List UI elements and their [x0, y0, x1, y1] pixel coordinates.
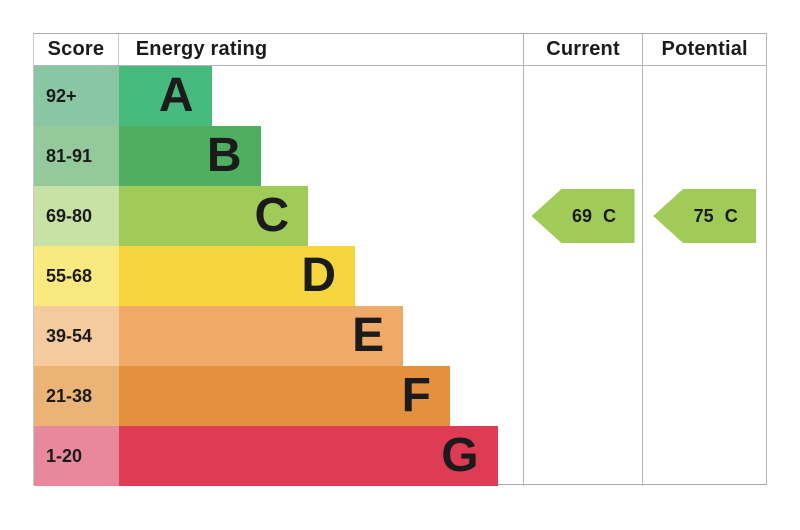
score-cell: 81-91 — [34, 126, 119, 186]
energy-rating-column-header: Energy rating — [135, 38, 268, 60]
current-rating-value: 69 — [571, 205, 593, 226]
potential-rating-arrow: 75 C — [653, 189, 757, 243]
current-rating-arrow: 69 C — [531, 189, 635, 243]
current-cell — [522, 306, 643, 366]
band-row: 21-38 F — [34, 366, 766, 426]
score-range-label: 92+ — [46, 85, 77, 106]
epc-rating-table: Score Energy rating Current Potential 92… — [33, 33, 767, 486]
score-range-label: 21-38 — [46, 385, 93, 406]
score-column-header: Score — [34, 34, 119, 65]
current-cell — [522, 126, 643, 186]
score-cell: 21-38 — [34, 366, 119, 426]
rating-letter: D — [301, 249, 337, 302]
current-column-header: Current — [522, 34, 643, 65]
rating-letter: B — [206, 129, 242, 182]
band-row: 55-68 D — [34, 246, 766, 306]
current-cell — [522, 426, 643, 486]
potential-rating-letter: C — [724, 205, 738, 226]
current-rating-letter: C — [603, 205, 617, 226]
potential-rating-value: 75 — [693, 205, 714, 226]
potential-cell — [642, 246, 766, 306]
energy-rating-cell: F — [118, 366, 523, 426]
rating-letter: F — [401, 369, 431, 422]
band-row: 69-80 C 69 C 75 C — [34, 186, 766, 246]
score-cell: 92+ — [34, 66, 119, 126]
band-row: 1-20 G — [34, 426, 766, 486]
potential-cell — [642, 306, 766, 366]
band-row: 39-54 E — [34, 306, 766, 366]
energy-rating-cell: G — [118, 426, 523, 486]
current-cell — [522, 246, 643, 306]
potential-cell — [642, 126, 766, 186]
band-rows-container: 92+ A 81-91 B 69-80 — [34, 66, 766, 486]
score-range-label: 1-20 — [46, 445, 83, 466]
rating-letter: G — [441, 429, 479, 482]
energy-rating-cell: B — [118, 126, 523, 186]
rating-bar: B — [118, 126, 261, 186]
score-range-label: 69-80 — [46, 205, 93, 226]
energy-rating-cell: A — [118, 66, 523, 126]
rating-bar: C — [118, 186, 309, 246]
score-cell: 69-80 — [34, 186, 119, 246]
potential-cell — [642, 426, 766, 486]
table-header-row: Score Energy rating Current Potential — [34, 34, 766, 66]
score-cell: 55-68 — [34, 246, 119, 306]
score-range-label: 39-54 — [46, 325, 93, 346]
score-cell: 39-54 — [34, 306, 119, 366]
band-row: 81-91 B — [34, 126, 766, 186]
rating-bar: F — [118, 366, 450, 426]
energy-rating-cell: D — [118, 246, 523, 306]
rating-letter: A — [158, 69, 194, 122]
current-cell — [522, 366, 643, 426]
potential-cell — [642, 66, 766, 126]
current-cell — [522, 66, 643, 126]
score-cell: 1-20 — [34, 426, 119, 486]
current-cell: 69 C — [522, 186, 643, 246]
potential-cell: 75 C — [642, 186, 766, 246]
potential-cell — [642, 366, 766, 426]
rating-bar: D — [118, 246, 356, 306]
score-range-label: 81-91 — [46, 145, 93, 166]
potential-column-header: Potential — [642, 34, 766, 65]
energy-rating-cell: C — [118, 186, 523, 246]
score-range-label: 55-68 — [46, 265, 93, 286]
rating-letter: E — [352, 309, 385, 362]
rating-bar: E — [118, 306, 404, 366]
rating-bar: A — [118, 66, 213, 126]
rating-bar: G — [118, 426, 498, 486]
band-row: 92+ A — [34, 66, 766, 126]
rating-letter: C — [254, 189, 290, 242]
energy-rating-cell: E — [118, 306, 523, 366]
